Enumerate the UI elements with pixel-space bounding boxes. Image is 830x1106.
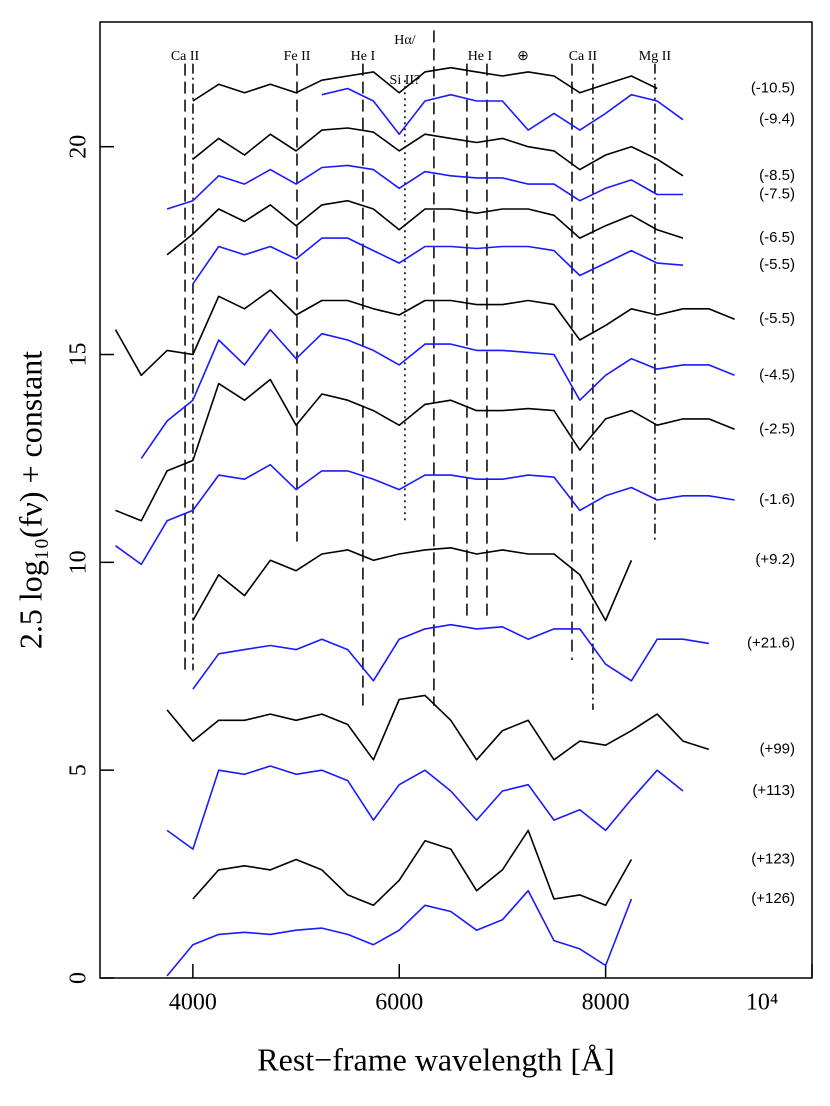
feature-label: Si II? bbox=[390, 73, 421, 88]
y-tick-label: 15 bbox=[66, 343, 92, 367]
series-label: (-1.6) bbox=[759, 491, 795, 508]
feature-label: Fe II bbox=[284, 49, 311, 64]
series-label: (-9.4) bbox=[759, 111, 795, 128]
feature-label: He I bbox=[351, 49, 376, 64]
spectrum-line bbox=[192, 623, 709, 690]
spectrum-line bbox=[166, 765, 684, 850]
y-tick-label: 5 bbox=[66, 764, 92, 776]
spectrum-line bbox=[166, 164, 683, 210]
series-label: (-8.5) bbox=[759, 167, 795, 184]
series-label: (-4.5) bbox=[759, 366, 795, 383]
spectrum-line bbox=[115, 378, 735, 522]
series-label: (+21.6) bbox=[747, 634, 795, 651]
spectrum-line bbox=[192, 66, 658, 102]
spectrum-line bbox=[192, 547, 633, 622]
x-tick-label: 8000 bbox=[582, 990, 630, 1016]
series-label: (-2.5) bbox=[759, 420, 795, 437]
spectrum-line bbox=[140, 328, 735, 459]
spectrum-line bbox=[115, 463, 735, 566]
spectrum-line bbox=[166, 694, 710, 761]
x-tick-label: 4000 bbox=[169, 990, 217, 1016]
spectrum-line bbox=[192, 237, 684, 285]
feature-label: Ca II bbox=[569, 49, 598, 64]
series-label: (+123) bbox=[751, 851, 795, 868]
feature-label: ⊕ bbox=[517, 49, 529, 64]
feature-label: He I bbox=[468, 49, 493, 64]
feature-label: Hα/ bbox=[394, 33, 415, 48]
x-axis-title: Rest−frame wavelength [Å] bbox=[257, 1041, 614, 1077]
series-label: (+113) bbox=[752, 782, 795, 799]
y-axis-title: 2.5 log₁₀(fν) + constant bbox=[12, 351, 48, 649]
spectrum-line bbox=[166, 199, 684, 256]
feature-label: Ca II bbox=[171, 49, 200, 64]
spectrum-line bbox=[114, 289, 735, 377]
series-label: (-5.5) bbox=[759, 310, 795, 327]
feature-label: Mg II bbox=[639, 49, 672, 64]
series-label: (+126) bbox=[751, 890, 795, 907]
spectrum-line bbox=[166, 889, 633, 977]
series-label: (+9.2) bbox=[755, 551, 795, 568]
series-label: (-7.5) bbox=[759, 185, 795, 202]
spectrum-line bbox=[321, 87, 684, 135]
y-tick-label: 20 bbox=[66, 135, 92, 159]
spectrum-line bbox=[192, 127, 684, 177]
y-tick-label: 0 bbox=[66, 972, 92, 984]
y-tick-label: 10 bbox=[66, 550, 92, 574]
series-label: (-10.5) bbox=[751, 79, 795, 96]
series-label: (-6.5) bbox=[759, 229, 795, 246]
x-tick-label: 6000 bbox=[375, 990, 423, 1016]
plot-frame bbox=[99, 21, 813, 979]
x-tick-label: 10⁴ bbox=[746, 990, 778, 1016]
series-label: (-5.5) bbox=[759, 256, 795, 273]
series-label: (+99) bbox=[760, 740, 795, 757]
spectrum-line bbox=[192, 829, 633, 907]
